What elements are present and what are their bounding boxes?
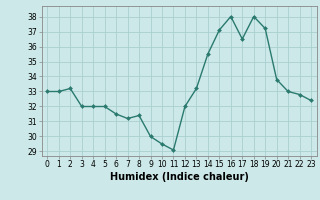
X-axis label: Humidex (Indice chaleur): Humidex (Indice chaleur) [110,172,249,182]
